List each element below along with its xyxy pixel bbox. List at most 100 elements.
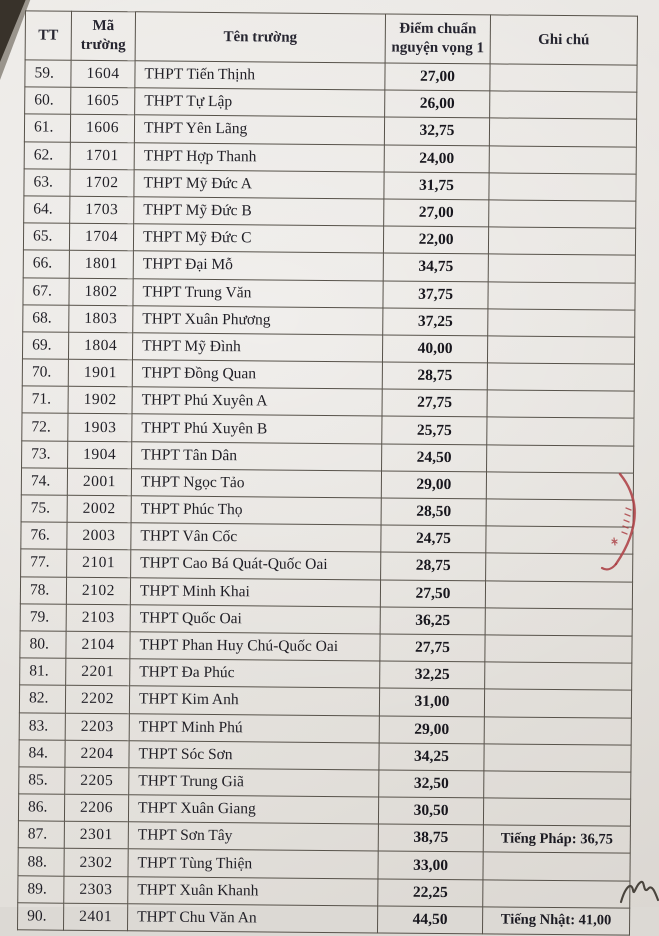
cell-tt: 76. — [20, 522, 68, 550]
cell-note — [487, 308, 635, 338]
cell-score: 31,75 — [383, 171, 490, 200]
cell-code: 1702 — [69, 168, 135, 197]
cell-tt: 65. — [23, 222, 70, 251]
cell-note — [489, 118, 637, 147]
cell-name: THPT Phan Huy Chú-Quốc Oai — [129, 631, 381, 662]
cell-code: 1902 — [68, 386, 133, 415]
cell-code: 2202 — [65, 685, 130, 714]
cell-note — [486, 471, 634, 501]
cell-tt: 63. — [23, 168, 71, 197]
cell-name: THPT Mỹ Đức C — [133, 223, 384, 254]
cell-name: THPT Mỹ Đức B — [133, 196, 384, 227]
cell-note — [483, 743, 632, 773]
cell-code: 1606 — [70, 114, 135, 143]
cell-note — [487, 335, 635, 365]
cell-tt: 72. — [21, 413, 69, 441]
cell-tt: 59. — [24, 59, 72, 88]
cell-score: 34,75 — [383, 253, 489, 282]
cell-tt: 79. — [20, 603, 67, 632]
cell-name: THPT Phú Xuyên A — [132, 387, 383, 417]
cell-note — [485, 607, 633, 637]
cell-code: 1803 — [68, 304, 133, 333]
cell-tt: 82. — [19, 685, 66, 713]
cell-tt: 86. — [18, 793, 65, 822]
cell-tt: 85. — [18, 766, 65, 795]
cell-score: 44,50 — [377, 905, 483, 934]
cell-name: THPT Trung Giã — [128, 767, 379, 798]
cell-name: THPT Xuân Phương — [132, 305, 383, 335]
cell-score: 24,00 — [384, 144, 490, 173]
cell-tt: 70. — [22, 358, 69, 387]
cell-score: 32,75 — [384, 117, 490, 146]
cell-score: 22,00 — [383, 226, 489, 255]
cell-note — [484, 689, 632, 718]
cell-note — [489, 91, 637, 120]
cell-name: THPT Chu Văn An — [127, 903, 378, 933]
cell-name: THPT Phúc Thọ — [131, 495, 382, 526]
cell-score: 31,00 — [379, 688, 485, 717]
column-header: Tên trường — [135, 11, 386, 63]
cell-score: 26,00 — [384, 90, 490, 119]
cell-score: 30,50 — [378, 797, 484, 826]
cell-code: 2401 — [63, 903, 128, 931]
cell-score: 37,75 — [382, 280, 489, 309]
cell-name: THPT Mỹ Đình — [132, 332, 383, 363]
cell-name: THPT Đồng Quan — [132, 359, 383, 390]
cell-tt: 84. — [18, 739, 66, 768]
cell-name: THPT Ngọc Tảo — [131, 468, 382, 498]
column-header: Ghi chú — [490, 14, 638, 66]
cell-name: THPT Minh Khai — [130, 577, 381, 607]
cell-tt: 87. — [18, 821, 65, 849]
cell-code: 2204 — [64, 739, 130, 768]
cell-note — [488, 227, 636, 256]
cell-score: 33,00 — [377, 851, 484, 880]
column-header: TT — [25, 10, 72, 61]
cell-note — [484, 716, 632, 745]
cell-code: 2003 — [66, 522, 132, 551]
cell-code: 2301 — [64, 821, 129, 850]
cell-tt: 73. — [21, 440, 68, 469]
cell-tt: 64. — [23, 195, 70, 224]
cell-code: 1604 — [70, 60, 136, 88]
cell-name: THPT Phú Xuyên B — [131, 414, 382, 444]
cell-score: 37,25 — [382, 307, 488, 336]
cell-note — [487, 281, 636, 310]
cell-score: 28,75 — [382, 362, 488, 391]
cell-score: 32,50 — [378, 769, 484, 798]
cell-score: 24,50 — [381, 443, 487, 472]
cell-tt: 62. — [24, 141, 71, 169]
cell-score: 27,00 — [383, 198, 489, 228]
cell-score: 27,50 — [380, 579, 486, 608]
column-header: Mã trường — [71, 11, 136, 61]
cell-name: THPT Trung Văn — [132, 278, 384, 308]
cell-code: 1904 — [67, 440, 132, 469]
cell-name: THPT Đại Mỗ — [133, 251, 384, 281]
cell-tt: 88. — [17, 848, 65, 876]
cell-code: 1901 — [68, 359, 133, 388]
table-header-row: TT Mã trường Tên trường Điểm chuẩn nguyện v… — [25, 10, 638, 66]
cell-score: 24,75 — [380, 525, 487, 554]
admission-score-table: TT Mã trường Tên trường Điểm chuẩn nguyện v… — [17, 10, 638, 936]
cell-name: THPT Yên Lãng — [134, 115, 385, 145]
cell-note — [489, 145, 637, 174]
cell-name: THPT Vân Cốc — [130, 522, 382, 553]
cell-score: 27,00 — [384, 62, 491, 92]
cell-note — [489, 63, 638, 93]
cell-code: 1701 — [70, 141, 135, 170]
cell-note — [485, 553, 633, 582]
cell-score: 29,00 — [381, 470, 487, 499]
cell-score: 29,00 — [379, 715, 485, 744]
cell-code: 2101 — [66, 549, 131, 578]
cell-note — [483, 770, 631, 800]
cell-code: 1802 — [68, 277, 134, 306]
table-row: 90. 2401 THPT Chu Văn An 44,50 Tiếng Nhật: 4… — [17, 902, 630, 936]
cell-code: 2102 — [66, 576, 131, 605]
cell-name: THPT Kim Anh — [129, 686, 380, 716]
cell-tt: 75. — [21, 494, 68, 523]
cell-code: 2002 — [67, 495, 132, 523]
cell-name: THPT Tự Lập — [134, 87, 385, 118]
cell-name: THPT Sơn Tây — [128, 822, 379, 852]
cell-tt: 66. — [23, 250, 70, 278]
cell-code: 2103 — [66, 603, 131, 632]
cell-code: 1804 — [68, 332, 133, 360]
